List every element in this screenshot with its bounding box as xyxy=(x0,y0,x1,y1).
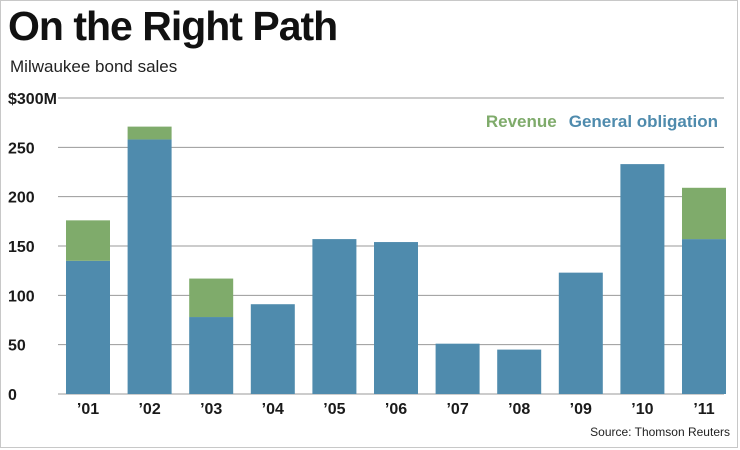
chart-subtitle: Milwaukee bond sales xyxy=(10,57,178,76)
chart-title: On the Right Path xyxy=(8,3,338,49)
bar-general-obligation xyxy=(497,349,542,394)
y-tick-label: 100 xyxy=(8,288,35,305)
bar-revenue xyxy=(682,187,726,240)
bar-general-obligation xyxy=(189,317,234,394)
bar-general-obligation xyxy=(250,304,295,394)
bar-revenue xyxy=(66,220,110,261)
bar-general-obligation xyxy=(620,164,665,394)
y-tick-label: 150 xyxy=(8,239,35,256)
y-tick-label: 200 xyxy=(8,190,35,207)
x-axis-tick-labels: ’01 ’02 ’03 ’04 ’05 ’06 ’07 ’08 ’09 ’10 ’11 xyxy=(77,401,715,418)
bars xyxy=(66,126,726,394)
bar-general-obligation xyxy=(558,272,603,394)
bar-revenue xyxy=(189,278,234,318)
x-tick-label: ’08 xyxy=(508,401,530,418)
legend-item-general-obligation: General obligation xyxy=(569,112,718,131)
y-axis-tick-labels: 0 50 100 150 200 250 $300M xyxy=(8,91,57,404)
bar-general-obligation xyxy=(127,139,172,394)
x-tick-label: ’11 xyxy=(693,401,714,418)
x-tick-label: ’05 xyxy=(323,401,345,418)
legend: General obligation Revenue xyxy=(486,112,718,131)
bar-general-obligation xyxy=(66,260,110,394)
y-tick-label: 250 xyxy=(8,140,35,157)
bar-general-obligation xyxy=(682,239,726,394)
x-tick-label: ’06 xyxy=(385,401,407,418)
x-tick-label: ’02 xyxy=(138,401,160,418)
bar-general-obligation xyxy=(435,343,480,394)
bar-revenue xyxy=(127,126,172,140)
x-tick-label: ’09 xyxy=(570,401,592,418)
bar-general-obligation xyxy=(312,239,357,394)
x-tick-label: ’04 xyxy=(262,401,284,418)
bar-general-obligation xyxy=(374,242,418,394)
y-tick-label: 0 xyxy=(8,387,17,404)
legend-item-revenue: Revenue xyxy=(486,112,557,131)
x-tick-label: ’07 xyxy=(446,401,468,418)
source-note: Source: Thomson Reuters xyxy=(590,425,730,439)
x-tick-label: ’03 xyxy=(200,401,222,418)
x-tick-label: ’01 xyxy=(77,401,99,418)
x-tick-label: ’10 xyxy=(631,401,653,418)
y-tick-label: 50 xyxy=(8,338,26,355)
y-tick-label: $300M xyxy=(8,91,57,108)
